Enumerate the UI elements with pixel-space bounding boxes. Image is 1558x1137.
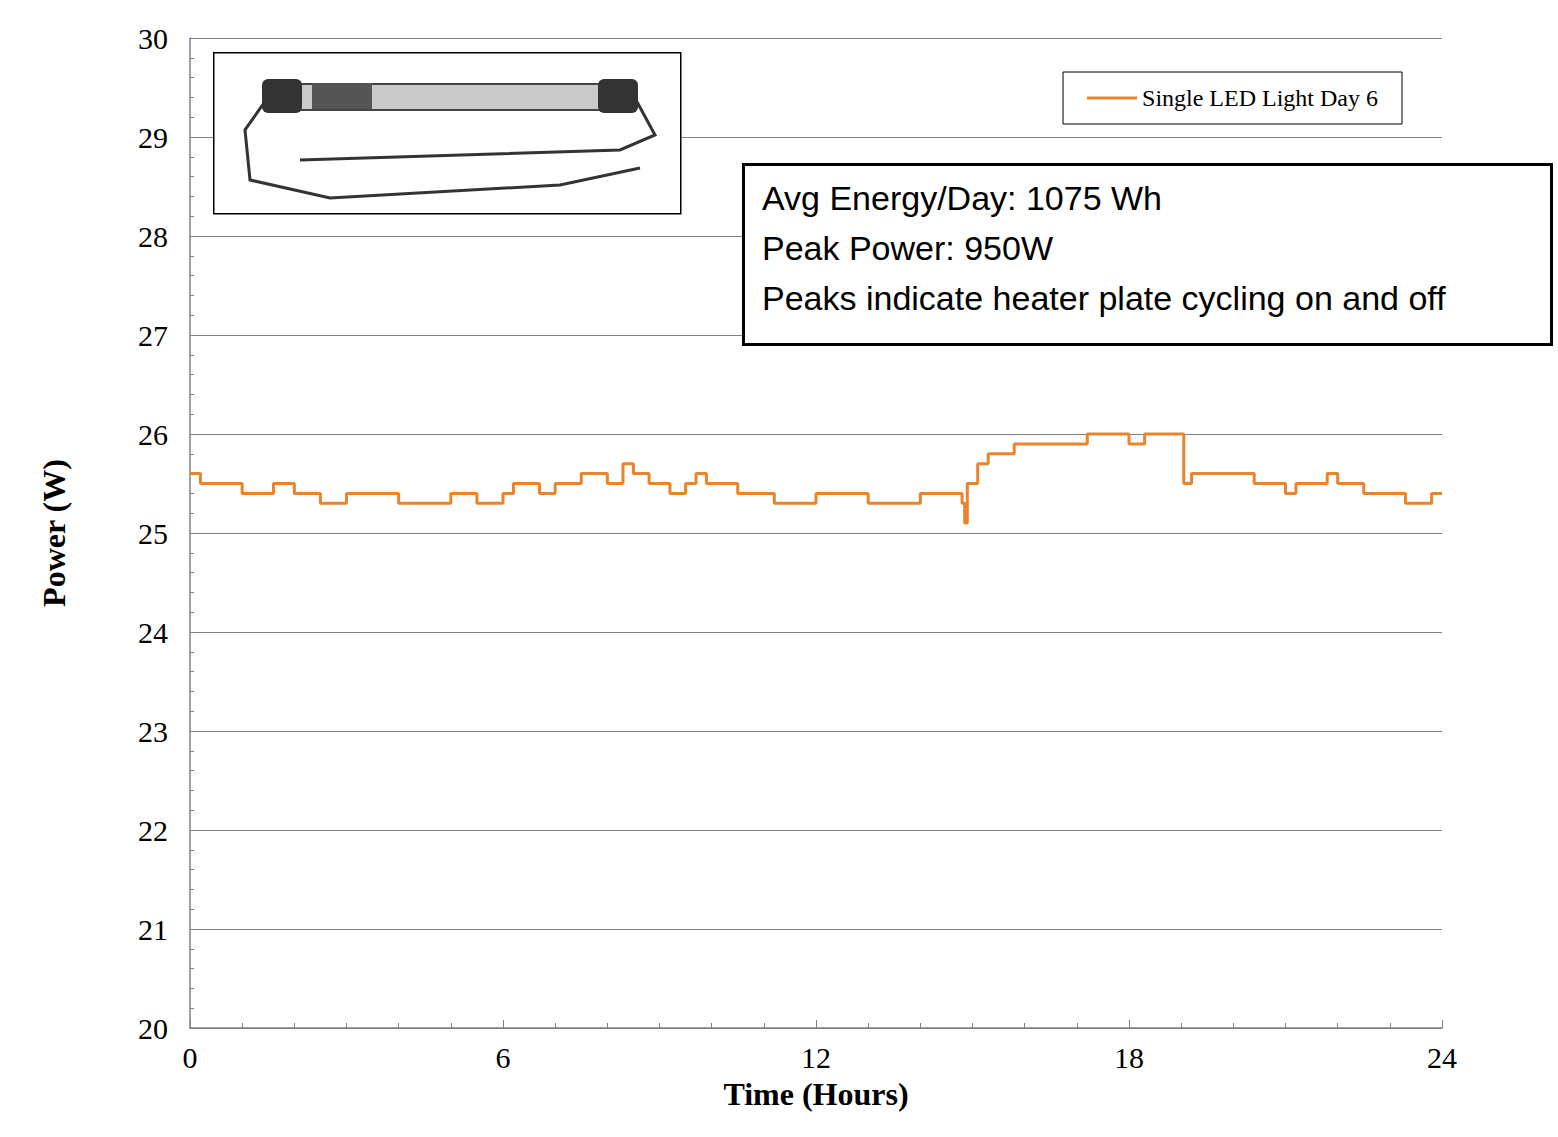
svg-text:Avg Energy/Day: 1075 Wh: Avg Energy/Day: 1075 Wh <box>762 179 1162 217</box>
svg-text:27: 27 <box>138 319 168 352</box>
svg-text:29: 29 <box>138 121 168 154</box>
svg-text:24: 24 <box>1427 1041 1457 1074</box>
svg-text:25: 25 <box>138 517 168 550</box>
svg-text:12: 12 <box>801 1041 831 1074</box>
svg-text:Peak Power: 950W: Peak Power: 950W <box>762 229 1053 267</box>
svg-text:Single LED Light Day 6: Single LED Light Day 6 <box>1142 85 1378 111</box>
svg-text:24: 24 <box>138 616 168 649</box>
svg-text:22: 22 <box>138 814 168 847</box>
svg-text:Peaks indicate heater plate cy: Peaks indicate heater plate cycling on a… <box>762 279 1446 317</box>
svg-text:Time (Hours): Time (Hours) <box>723 1076 908 1112</box>
svg-text:20: 20 <box>138 1012 168 1045</box>
svg-text:0: 0 <box>183 1041 198 1074</box>
svg-text:23: 23 <box>138 715 168 748</box>
svg-text:21: 21 <box>138 913 168 946</box>
svg-text:6: 6 <box>496 1041 511 1074</box>
svg-text:30: 30 <box>138 22 168 55</box>
svg-text:28: 28 <box>138 220 168 253</box>
svg-text:18: 18 <box>1114 1041 1144 1074</box>
svg-text:Power (W): Power (W) <box>36 459 72 607</box>
svg-text:26: 26 <box>138 418 168 451</box>
